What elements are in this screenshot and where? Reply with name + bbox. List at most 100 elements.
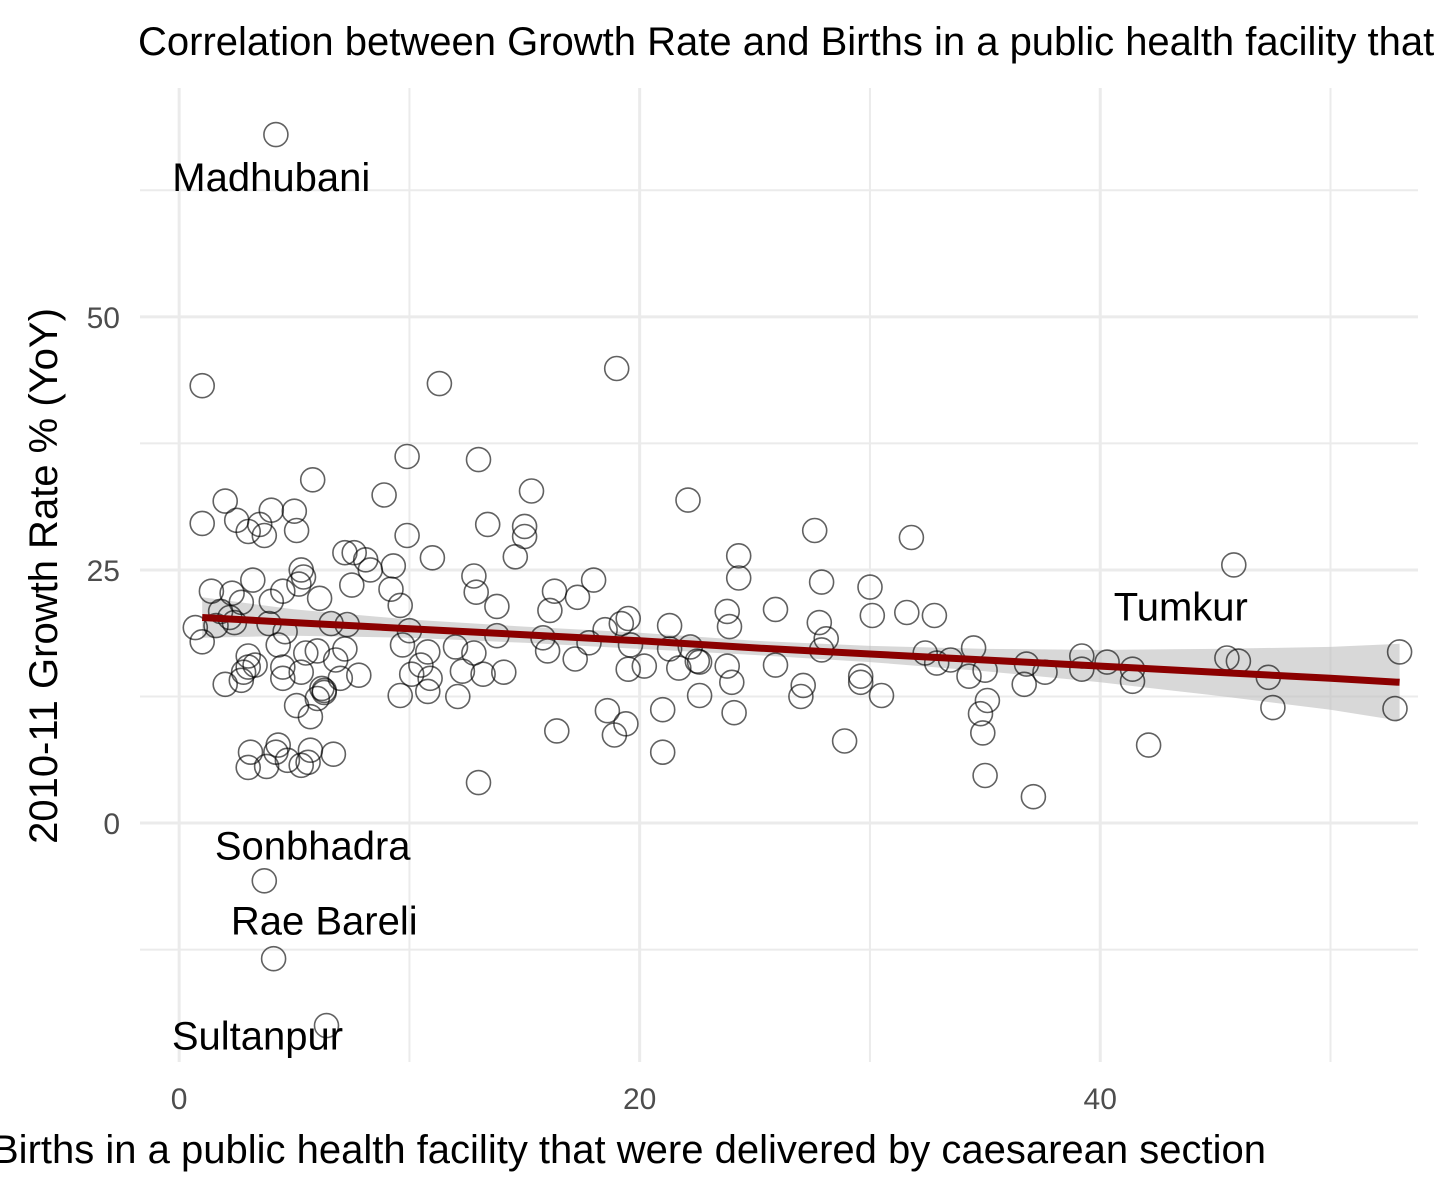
data-point [511, 513, 538, 540]
data-point [923, 650, 950, 676]
data-point [228, 667, 255, 694]
data-point [725, 542, 752, 569]
data-point [332, 636, 358, 662]
x-axis-title: Births in a public health facility that … [0, 1128, 1266, 1172]
data-point [311, 677, 338, 704]
data-point [265, 632, 292, 658]
data-point [380, 553, 407, 579]
data-point [461, 640, 487, 666]
data-point [576, 629, 602, 656]
point-annotation: Sultanpur [172, 1015, 343, 1059]
data-point [615, 656, 642, 683]
data-point [1020, 783, 1047, 810]
data-point [718, 669, 745, 696]
data-point [297, 703, 324, 730]
data-point [725, 565, 752, 591]
data-point [338, 572, 365, 598]
data-point [251, 867, 278, 894]
data-point [956, 663, 982, 690]
confidence-band [202, 597, 1400, 721]
data-point [292, 640, 319, 666]
data-point [1221, 552, 1247, 578]
data-point [714, 598, 741, 625]
data-point [790, 672, 817, 699]
data-point [921, 602, 948, 629]
data-point [831, 728, 858, 754]
data-point [564, 584, 591, 611]
data-point [543, 718, 570, 744]
data-point [967, 700, 994, 727]
data-point [788, 683, 814, 710]
data-point [189, 510, 215, 537]
data-point [1011, 671, 1037, 698]
trend-line [202, 614, 1400, 686]
point-annotation: Tumkur [1114, 585, 1248, 629]
y-tick-label: 50 [87, 302, 120, 335]
data-point [408, 652, 434, 678]
data-point [258, 588, 285, 615]
confidence-band-layer [202, 597, 1400, 721]
data-point [465, 769, 492, 796]
data-point [212, 671, 238, 698]
data-point [721, 699, 747, 726]
data-point [237, 739, 264, 766]
data-point [286, 571, 312, 597]
data-point [603, 355, 630, 382]
data-point [281, 498, 308, 525]
data-point [972, 762, 998, 789]
data-point [387, 592, 414, 619]
data-point [868, 682, 895, 709]
point-annotation: Madhubani [172, 156, 370, 200]
data-point [1135, 732, 1162, 758]
data-point [675, 487, 701, 513]
data-point [378, 576, 404, 603]
data-point [389, 632, 416, 658]
data-point [182, 614, 209, 641]
data-point [394, 522, 420, 549]
data-point [608, 610, 635, 637]
point-annotation: Rae Bareli [231, 899, 418, 943]
data-point [461, 563, 487, 589]
data-point [686, 682, 713, 709]
data-point [313, 1012, 340, 1039]
data-point [463, 579, 490, 606]
data-point [974, 687, 1001, 714]
data-point [295, 749, 321, 776]
data-point [283, 517, 310, 544]
data-point [189, 372, 215, 399]
data-point [649, 739, 676, 766]
data-point [253, 753, 280, 780]
data-point [808, 569, 835, 595]
data-point [442, 634, 469, 660]
data-point [484, 593, 510, 620]
data-point [345, 662, 372, 689]
data-point [322, 647, 349, 673]
data-point [260, 945, 287, 972]
data-point [537, 597, 563, 624]
data-point [258, 497, 285, 524]
data-point [419, 544, 446, 571]
data-point [518, 478, 545, 504]
data-point [444, 683, 471, 710]
x-tick-label: 0 [171, 1083, 188, 1116]
data-point [290, 564, 317, 590]
tick-labels: 0 20 40 0 25 50 [87, 302, 1117, 1116]
y-tick-label: 0 [103, 808, 120, 841]
data-point [235, 518, 261, 545]
data-point [235, 754, 261, 781]
point-annotation: Sonbhadra [215, 824, 411, 868]
data-point [263, 121, 289, 148]
data-point [857, 574, 883, 600]
data-point [240, 567, 266, 593]
data-point [269, 665, 296, 692]
data-point [417, 665, 443, 692]
data-point [502, 543, 529, 570]
data-point [1382, 695, 1408, 722]
data-point [806, 609, 833, 636]
data-point [580, 567, 607, 593]
data-point [684, 648, 711, 674]
data-point [251, 522, 278, 549]
annotations: Madhubani Sonbhadra Rae Bareli Sultanpur Tum… [172, 156, 1248, 1059]
data-point [398, 661, 425, 688]
